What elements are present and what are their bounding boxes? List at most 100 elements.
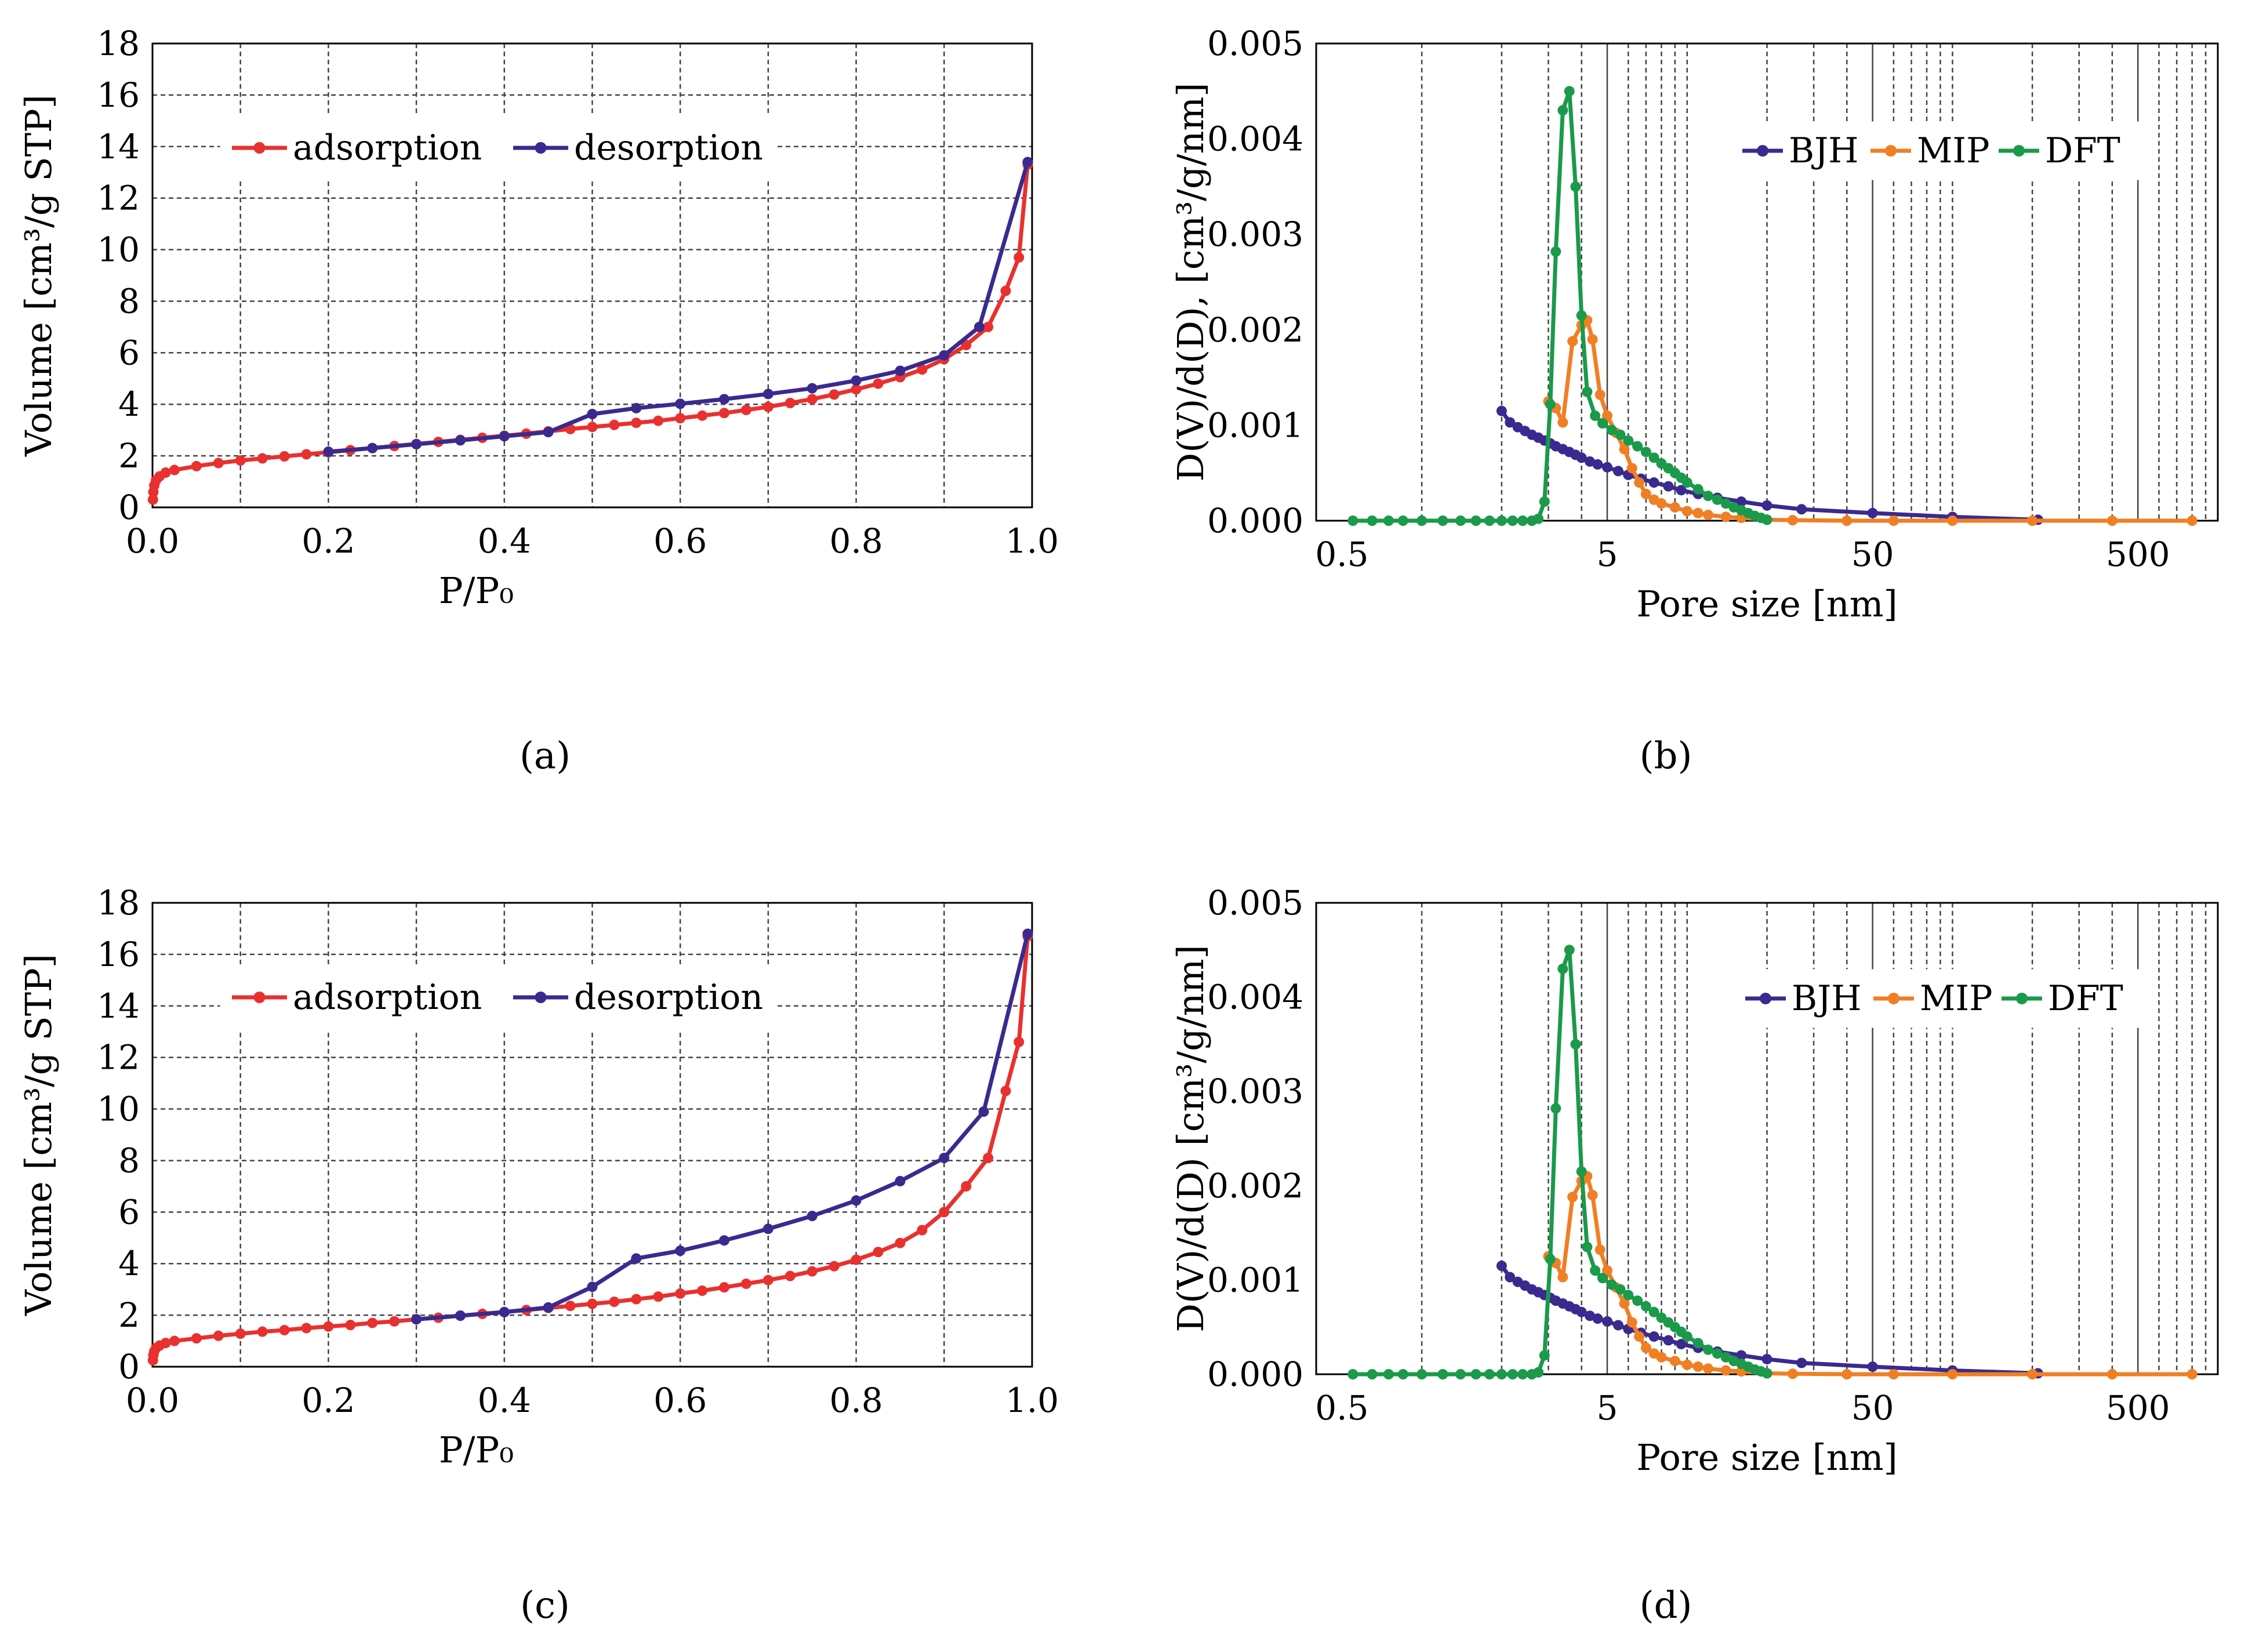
data-point <box>1656 498 1667 509</box>
y-axis-title: Volume [cm³/g STP] <box>17 95 60 457</box>
legend-swatch-marker <box>1757 145 1768 157</box>
data-point <box>784 1270 796 1281</box>
data-point <box>740 405 751 415</box>
data-point <box>1676 1338 1687 1349</box>
data-point <box>851 1254 862 1265</box>
y-tick-label: 0.003 <box>1207 1072 1303 1111</box>
data-point <box>1606 1279 1617 1290</box>
data-point <box>1615 1284 1626 1295</box>
series-desorption <box>411 928 1033 1325</box>
data-point <box>653 1291 664 1302</box>
data-point <box>762 1275 773 1286</box>
data-point <box>1947 515 1958 526</box>
data-point <box>1014 1037 1025 1047</box>
data-point <box>160 1338 171 1349</box>
y-tick-label: 0.002 <box>1207 310 1303 350</box>
data-point <box>1533 513 1544 524</box>
data-point <box>1736 496 1747 507</box>
series-dft <box>1347 945 1773 1379</box>
x-tick-label: 0.4 <box>478 521 531 561</box>
data-point <box>829 1261 840 1272</box>
panel-caption-a: (a) <box>520 735 571 778</box>
y-tick-label: 0 <box>118 1347 140 1386</box>
y-tick-label: 2 <box>118 436 140 475</box>
data-point <box>1455 515 1466 526</box>
data-point <box>631 417 642 429</box>
y-tick-label: 6 <box>118 1192 140 1232</box>
legend-swatch-marker <box>1885 145 1897 157</box>
legend-box <box>220 115 778 180</box>
data-point <box>1484 515 1495 526</box>
data-point <box>1582 1241 1593 1252</box>
data-point <box>345 1320 356 1330</box>
data-point <box>1592 459 1603 470</box>
x-tick-label: 500 <box>2106 535 2170 574</box>
data-point <box>1676 485 1687 496</box>
x-axis-title: P/P₀ <box>439 1429 514 1471</box>
series-bjh <box>1496 1261 2043 1379</box>
y-tick-label: 10 <box>97 1090 140 1129</box>
data-point <box>873 1247 884 1258</box>
data-point <box>1947 1369 1958 1379</box>
data-point <box>1867 1361 1878 1372</box>
data-point <box>631 1294 642 1305</box>
data-point <box>213 1330 224 1341</box>
chart-panel-d: 0.000 0.001 0.002 0.003 0.004 0.005 0.5 5 50 500 P… <box>1169 883 2219 1479</box>
x-tick-label: 0.4 <box>478 1381 531 1420</box>
data-point <box>851 375 862 386</box>
data-point <box>1570 181 1581 192</box>
data-point <box>675 413 686 424</box>
data-point <box>1712 1348 1723 1359</box>
data-point <box>1590 410 1601 421</box>
data-point <box>499 431 510 442</box>
plot-frame <box>151 42 1033 509</box>
data-point <box>2186 515 2198 526</box>
data-point <box>1496 405 1507 416</box>
data-point <box>762 401 773 412</box>
data-point <box>1888 515 1899 526</box>
data-point <box>1648 477 1659 488</box>
data-point <box>147 494 158 505</box>
data-point <box>1000 285 1011 296</box>
legend: BJH MIP DFT <box>1733 969 2152 1028</box>
data-point <box>895 1176 906 1186</box>
data-point <box>895 365 906 376</box>
y-axis-title: D(V)/d(D), [cm³/g/nm] <box>1169 83 1212 482</box>
data-point <box>1590 1265 1601 1276</box>
data-point <box>367 1317 378 1328</box>
data-point <box>1570 1039 1581 1050</box>
x-tick-label: 1.0 <box>1005 1381 1059 1420</box>
data-point <box>1533 1367 1544 1378</box>
data-point <box>455 1310 466 1321</box>
data-point <box>411 439 422 450</box>
y-tick-label: 0.005 <box>1207 24 1303 63</box>
x-axis-title: Pore size [nm] <box>1636 1436 1897 1479</box>
data-point <box>1557 417 1568 428</box>
legend-swatch-marker <box>253 992 266 1003</box>
data-point <box>631 402 642 413</box>
data-point <box>1640 1342 1651 1353</box>
data-point <box>1022 928 1033 939</box>
y-tick-label: 4 <box>118 384 140 424</box>
data-point <box>851 384 862 395</box>
data-point <box>1539 496 1550 507</box>
data-point <box>1842 1369 1853 1379</box>
data-point <box>1669 1356 1680 1367</box>
x-tick-label: 5 <box>1597 1388 1618 1428</box>
data-point <box>1587 1190 1598 1201</box>
series-dft <box>1347 86 1773 526</box>
data-point <box>1601 462 1612 473</box>
data-point <box>1022 157 1033 168</box>
data-point <box>1712 494 1723 505</box>
x-tick-label: 50 <box>1851 1388 1894 1428</box>
x-tick-label: 0.2 <box>302 521 355 561</box>
x-tick-label: 0.8 <box>829 521 882 561</box>
data-point <box>961 1181 972 1192</box>
y-tick-label: 14 <box>97 127 140 166</box>
data-point <box>1576 452 1587 463</box>
legend-label-adsorption: adsorption <box>293 128 482 168</box>
legend-swatch-marker <box>1760 993 1771 1004</box>
x-tick-label: 0.5 <box>1315 1388 1368 1428</box>
data-point <box>1416 1369 1428 1379</box>
y-tick-label: 16 <box>97 75 140 115</box>
